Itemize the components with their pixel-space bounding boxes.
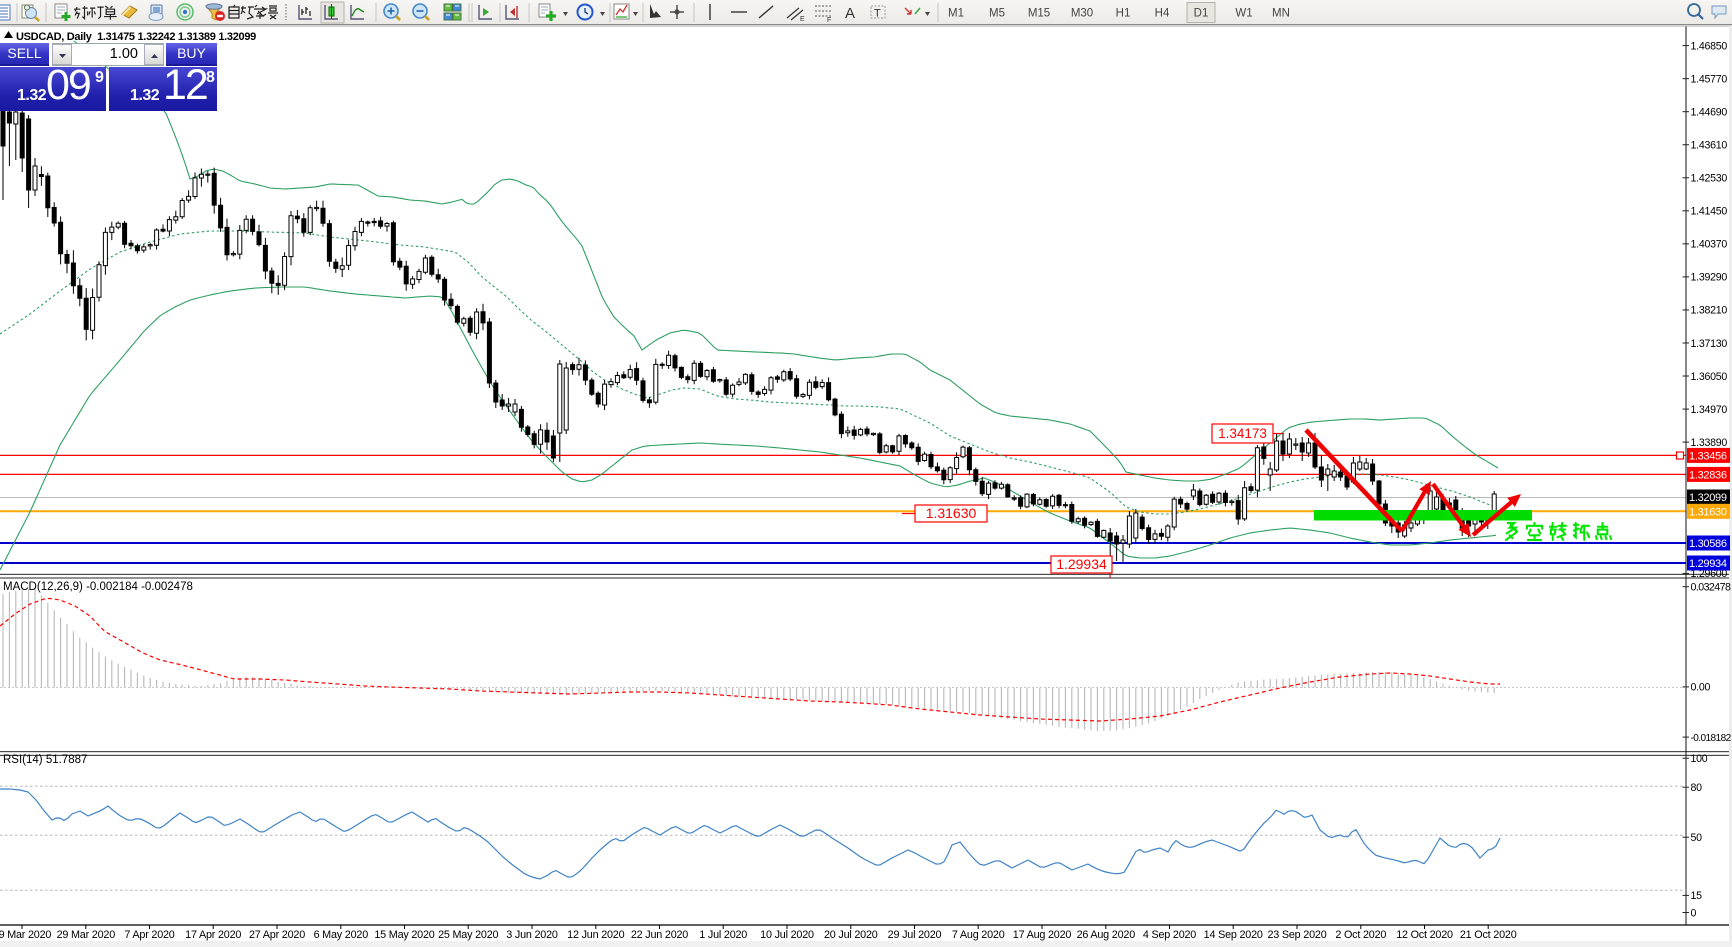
svg-text:MACD(12,26,9) -0.002184 -0.002: MACD(12,26,9) -0.002184 -0.002478 (3, 581, 193, 593)
svg-text:7 Aug 2020: 7 Aug 2020 (952, 929, 1005, 941)
svg-text:15 May 2020: 15 May 2020 (374, 929, 434, 941)
svg-text:10 Jul 2020: 10 Jul 2020 (760, 929, 814, 941)
svg-text:15: 15 (1691, 890, 1703, 902)
svg-text:1.33890: 1.33890 (1691, 437, 1728, 449)
svg-text:1.43610: 1.43610 (1691, 140, 1728, 152)
svg-text:1.30586: 1.30586 (1689, 538, 1727, 550)
svg-text:12 Oct 2020: 12 Oct 2020 (1396, 929, 1453, 941)
svg-text:1.31630: 1.31630 (1689, 506, 1727, 518)
svg-text:29 Mar 2020: 29 Mar 2020 (57, 929, 116, 941)
svg-text:-0.018182: -0.018182 (1691, 733, 1732, 744)
svg-text:1.39290: 1.39290 (1691, 272, 1728, 284)
svg-text:1.34970: 1.34970 (1691, 404, 1728, 416)
svg-text:21 Oct 2020: 21 Oct 2020 (1460, 929, 1517, 941)
svg-text:12 Jun 2020: 12 Jun 2020 (567, 929, 624, 941)
svg-text:20 Jul 2020: 20 Jul 2020 (824, 929, 878, 941)
svg-text:T: T (874, 8, 881, 20)
svg-text:MN: MN (1272, 8, 1290, 20)
svg-text:M30: M30 (1071, 8, 1093, 20)
svg-text:23 Sep 2020: 23 Sep 2020 (1267, 929, 1326, 941)
svg-text:0.032478: 0.032478 (1691, 582, 1731, 594)
svg-text:A: A (845, 5, 855, 22)
svg-text:0: 0 (1691, 907, 1697, 919)
svg-text:4 Sep 2020: 4 Sep 2020 (1143, 929, 1196, 941)
svg-text:M15: M15 (1028, 8, 1050, 20)
svg-text:1.40370: 1.40370 (1691, 239, 1728, 251)
svg-text:1.46850: 1.46850 (1691, 40, 1728, 52)
svg-text:1.32836: 1.32836 (1689, 469, 1727, 481)
svg-text:E: E (800, 16, 805, 23)
svg-text:3 Jun 2020: 3 Jun 2020 (506, 929, 558, 941)
svg-text:80: 80 (1691, 782, 1703, 794)
svg-text:M5: M5 (989, 8, 1005, 20)
svg-text:25 May 2020: 25 May 2020 (438, 929, 498, 941)
svg-text:F: F (827, 17, 831, 24)
svg-text:7 Apr 2020: 7 Apr 2020 (124, 929, 174, 941)
svg-text:1.36050: 1.36050 (1691, 371, 1728, 383)
svg-text:50: 50 (1691, 832, 1703, 844)
svg-text:2 Oct 2020: 2 Oct 2020 (1335, 929, 1386, 941)
svg-text:22 Jun 2020: 22 Jun 2020 (631, 929, 688, 941)
svg-text:0.00: 0.00 (1691, 682, 1711, 694)
svg-text:1.29934: 1.29934 (1056, 556, 1107, 572)
svg-text:H1: H1 (1116, 8, 1131, 20)
svg-text:1.33456: 1.33456 (1689, 450, 1727, 462)
svg-text:D1: D1 (1194, 8, 1209, 20)
svg-text:1.32099: 1.32099 (1689, 492, 1727, 504)
svg-text:19 Mar 2020: 19 Mar 2020 (0, 929, 51, 941)
svg-text:H4: H4 (1155, 8, 1170, 20)
svg-text:1.31630: 1.31630 (926, 505, 977, 521)
svg-text:1.29600: 1.29600 (1691, 568, 1728, 580)
svg-text:1.44690: 1.44690 (1691, 106, 1728, 118)
svg-text:1.38210: 1.38210 (1691, 305, 1728, 317)
svg-text:26 Aug 2020: 26 Aug 2020 (1077, 929, 1136, 941)
svg-text:1.41450: 1.41450 (1691, 206, 1728, 218)
svg-text:1 Jul 2020: 1 Jul 2020 (699, 929, 747, 941)
svg-text:17 Aug 2020: 17 Aug 2020 (1013, 929, 1072, 941)
svg-text:29 Jul 2020: 29 Jul 2020 (888, 929, 942, 941)
svg-text:14 Sep 2020: 14 Sep 2020 (1204, 929, 1263, 941)
svg-text:M1: M1 (948, 8, 964, 20)
svg-text:6 May 2020: 6 May 2020 (314, 929, 369, 941)
svg-text:1.42530: 1.42530 (1691, 173, 1728, 185)
svg-text:27 Apr 2020: 27 Apr 2020 (249, 929, 305, 941)
svg-text:1.45770: 1.45770 (1691, 73, 1728, 85)
svg-text:1.37130: 1.37130 (1691, 338, 1728, 350)
svg-text:100: 100 (1691, 753, 1708, 765)
svg-text:RSI(14) 51.7887: RSI(14) 51.7887 (3, 754, 87, 766)
svg-text:17 Apr 2020: 17 Apr 2020 (185, 929, 241, 941)
svg-text:1.29934: 1.29934 (1689, 558, 1727, 570)
svg-text:USDCAD, Daily 1.31475 1.32242: USDCAD, Daily 1.31475 1.32242 1.31389 1.… (16, 31, 256, 43)
svg-text:1.34173: 1.34173 (1218, 426, 1267, 441)
svg-text:W1: W1 (1235, 8, 1252, 20)
